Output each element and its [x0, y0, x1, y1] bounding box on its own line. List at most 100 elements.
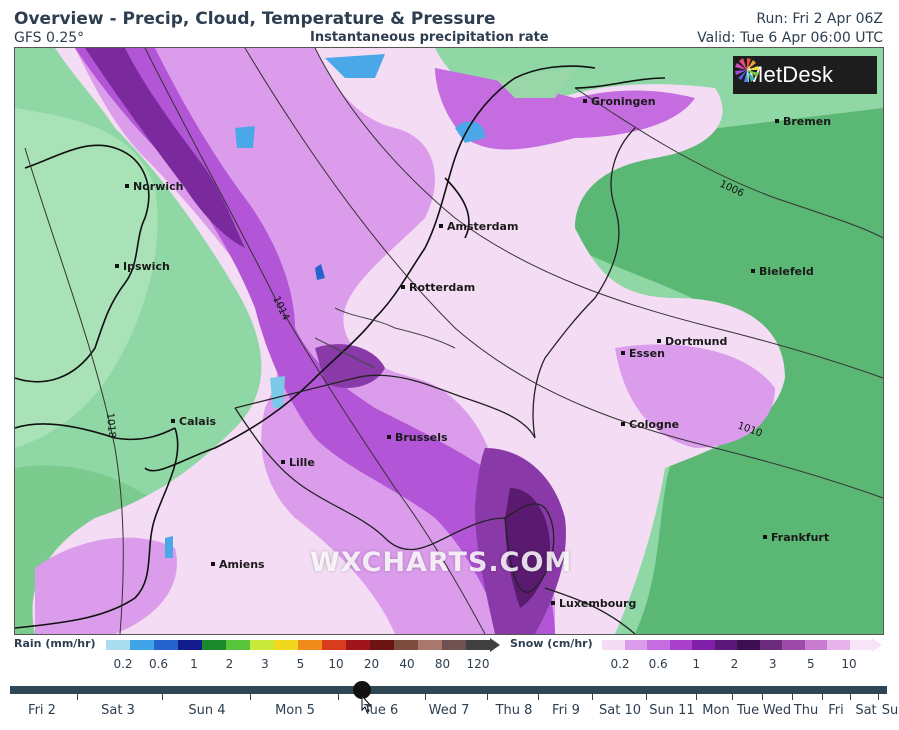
timeline-day[interactable]: Sat 3	[101, 703, 135, 718]
legend-swatch	[202, 640, 226, 650]
timeline-day[interactable]: Thu 8	[495, 703, 533, 718]
city-dot	[401, 285, 405, 289]
timeline-day-labels: Fri 2 Sat 3 Sun 4 Mon 5 Tue 6 Wed 7 Thu 8 Fri 9…	[0, 703, 899, 723]
city-dot	[439, 224, 443, 228]
city-dot	[551, 601, 555, 605]
legend-swatch	[714, 640, 737, 650]
city-dot	[763, 535, 767, 539]
legend-swatch	[298, 640, 322, 650]
legend-swatch	[394, 640, 418, 650]
weather-map[interactable]: 1006 1014 1010 1018 Groningen Bremen Nor…	[14, 47, 884, 635]
timeline-tick	[77, 694, 78, 700]
city-label: Cologne	[621, 418, 679, 431]
legend-swatch	[418, 640, 442, 650]
timeline-day[interactable]: Mon	[702, 703, 730, 718]
timeline-day[interactable]: Sat 10	[599, 703, 641, 718]
legend-tick: 0.2	[610, 657, 630, 671]
legend-swatch	[759, 640, 782, 650]
legend-tick: 3	[768, 657, 777, 671]
legend-swatch	[274, 640, 298, 650]
legend-swatch	[737, 640, 760, 650]
timeline-day[interactable]: Fri	[828, 703, 844, 718]
timeline-day[interactable]: Thu	[793, 703, 819, 718]
sunburst-icon	[735, 58, 759, 82]
rain-legend-bar	[106, 640, 490, 650]
city-name: Essen	[629, 347, 665, 360]
legend-tick: 80	[434, 657, 451, 671]
timeline-track[interactable]	[10, 686, 887, 700]
timeline-tick	[425, 694, 426, 700]
legend-swatch	[106, 640, 130, 650]
timeline-day[interactable]: Fri 9	[552, 703, 580, 718]
chart-title: Overview - Precip, Cloud, Temperature & …	[14, 9, 496, 29]
city-name: Cologne	[629, 418, 680, 431]
legend-tick: 1	[692, 657, 701, 671]
city-name: Bielefeld	[759, 265, 814, 278]
city-dot	[583, 99, 587, 103]
timeline-handle[interactable]	[353, 681, 371, 699]
timeline-tick	[850, 694, 851, 700]
city-name: Amsterdam	[447, 220, 519, 233]
city-name: Lille	[289, 456, 315, 469]
timeline-day[interactable]: Wed	[762, 703, 792, 718]
legend-swatch	[466, 640, 490, 650]
city-dot	[281, 460, 285, 464]
timeline-day[interactable]: Sun 11	[649, 703, 695, 718]
city-dot	[171, 419, 175, 423]
legend-tick: 120	[466, 657, 490, 671]
timeline-tick	[732, 694, 733, 700]
city-name: Groningen	[591, 95, 656, 108]
chart-subtitle: Instantaneous precipitation rate	[310, 30, 549, 45]
city-dot	[775, 119, 779, 123]
city-dot	[115, 264, 119, 268]
city-name: Ipswich	[123, 260, 170, 273]
city-dot	[211, 562, 215, 566]
legend-tick: 5	[807, 657, 815, 671]
timeline-tick	[696, 694, 697, 700]
timeline-tick	[592, 694, 593, 700]
timeline-day[interactable]: Sat	[855, 703, 877, 718]
city-label: Groningen	[583, 95, 656, 108]
timeline-day[interactable]: Mon 5	[275, 703, 315, 718]
city-label: Calais	[171, 415, 216, 428]
city-dot	[751, 269, 755, 273]
valid-time: Valid: Tue 6 Apr 06:00 UTC	[697, 30, 883, 46]
city-dot	[621, 422, 625, 426]
legend-tick: 10	[328, 657, 344, 671]
city-name: Amiens	[219, 558, 265, 571]
timeline-tick	[822, 694, 823, 700]
timeline-tick	[878, 694, 879, 700]
timeline-tick	[250, 694, 251, 700]
city-name: Frankfurt	[771, 531, 830, 544]
legend-swatch	[346, 640, 370, 650]
legend-swatch	[669, 640, 692, 650]
legend-swatch	[624, 640, 647, 650]
rain-legend-label: Rain (mm/hr)	[14, 637, 96, 650]
legend-swatch	[442, 640, 466, 650]
legend-tick: 0.2	[113, 657, 133, 671]
snow-legend-arrow	[872, 638, 882, 652]
map-layers: 1006 1014 1010 1018	[15, 48, 883, 634]
legend-swatch	[804, 640, 827, 650]
city-label: Dortmund	[657, 335, 727, 348]
legend-swatch	[647, 640, 670, 650]
city-label: Luxembourg	[551, 597, 636, 610]
city-name: Luxembourg	[559, 597, 637, 610]
city-label: Rotterdam	[401, 281, 475, 294]
watermark: WXCHARTS.COM	[310, 547, 573, 578]
city-label: Bremen	[775, 115, 831, 128]
timeline-day[interactable]: Wed 7	[428, 703, 470, 718]
city-label: Essen	[621, 347, 665, 360]
timeline-day[interactable]: Fri 2	[28, 703, 56, 718]
timeline-day[interactable]: Tue	[736, 703, 760, 718]
city-name: Brussels	[395, 431, 448, 444]
timeline-day[interactable]: Sun 4	[188, 703, 226, 718]
legend-swatch	[322, 640, 346, 650]
legend-swatch	[178, 640, 202, 650]
legend-swatch	[692, 640, 715, 650]
legend-tick: 0.6	[148, 657, 169, 671]
timeline-day[interactable]: Tue 6	[363, 703, 399, 718]
legend-swatch	[130, 640, 154, 650]
timeline-tick	[792, 694, 793, 700]
timeline-day[interactable]: Su	[881, 703, 899, 718]
